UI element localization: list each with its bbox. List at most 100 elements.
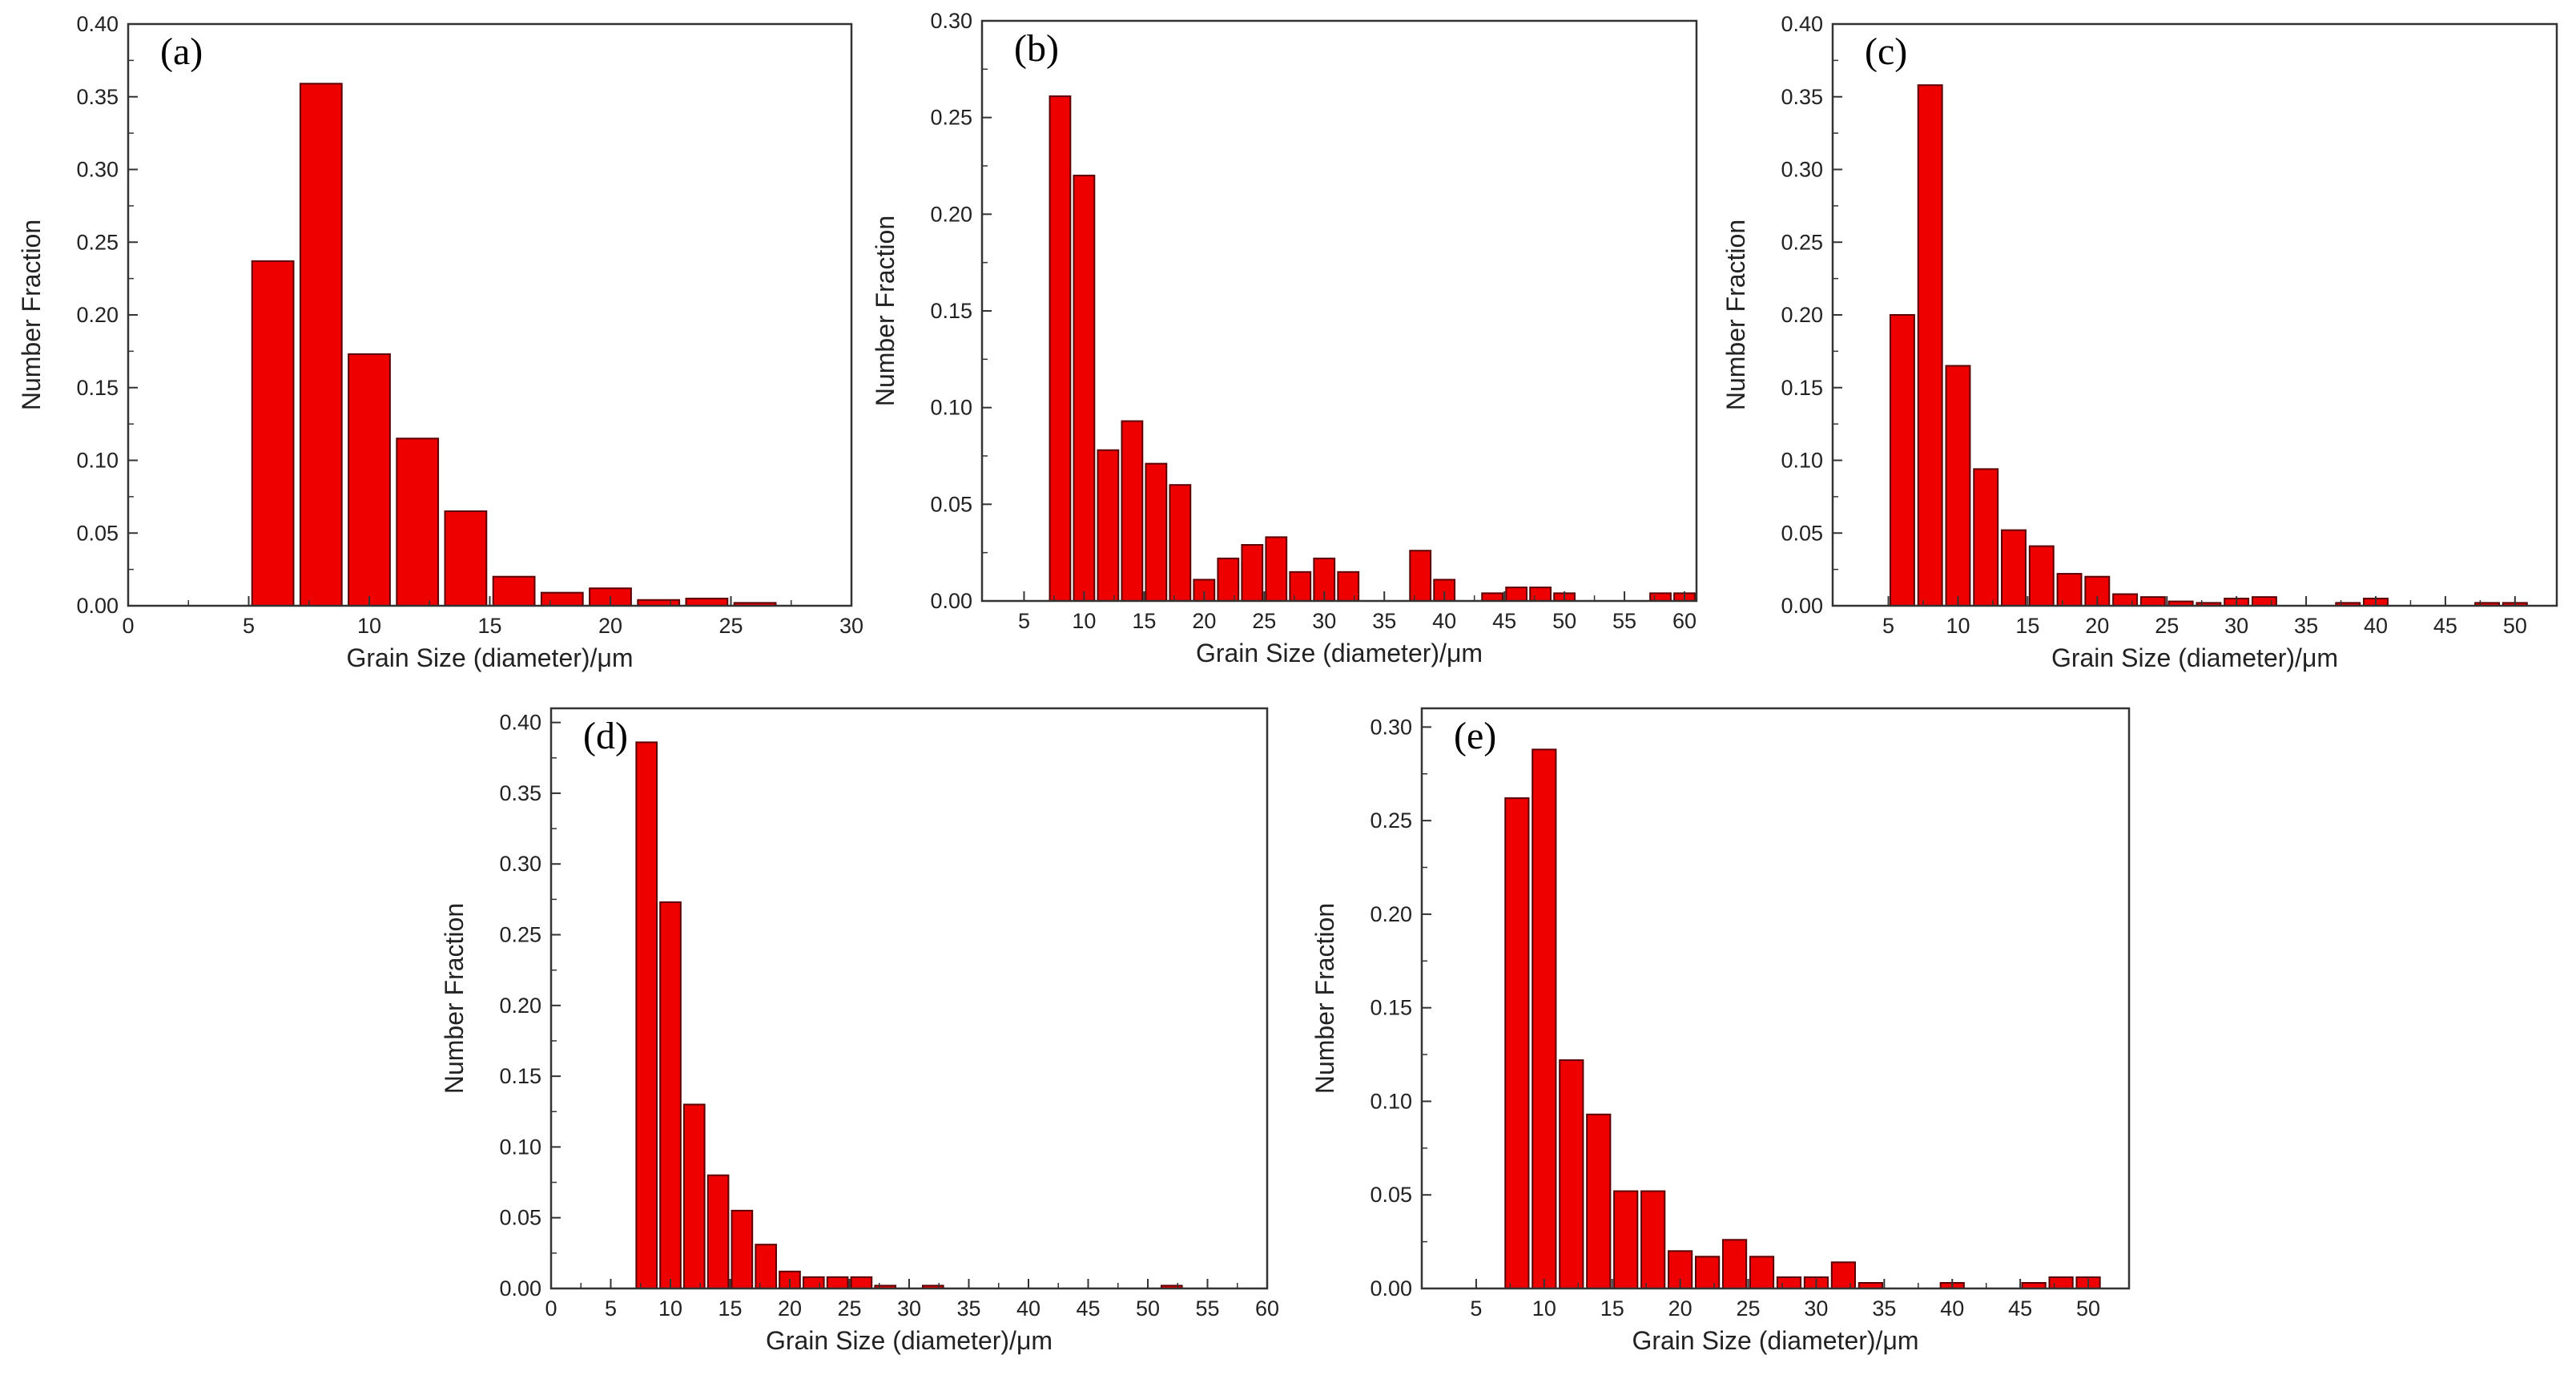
y-tick-label: 0.35 xyxy=(76,85,119,109)
panel-letter: (d) xyxy=(583,715,628,757)
x-tick-label: 15 xyxy=(1132,609,1156,633)
histogram-bar xyxy=(1776,1276,1802,1289)
x-axis-label: Grain Size (diameter)/μm xyxy=(346,643,633,672)
y-tick-label: 0.20 xyxy=(1781,303,1823,327)
y-axis-label: Number Fraction xyxy=(1310,903,1339,1094)
x-tick-label: 15 xyxy=(1600,1296,1624,1321)
y-tick-label: 0.20 xyxy=(499,994,541,1018)
histogram-bar xyxy=(1532,748,1557,1289)
chart-panel-e: 0.00 0.05 0.10 0.15 0.20 0.25 0.30 5 10 15 20 25 30 3… xyxy=(1310,707,2131,1355)
histogram-bar xyxy=(348,353,391,607)
y-tick-label: 0.30 xyxy=(930,9,972,33)
x-tick-label: 25 xyxy=(718,614,743,638)
histogram-bar xyxy=(1409,550,1432,603)
chart-panel-a: 0.00 0.05 0.10 0.15 0.20 0.25 0.30 0.35 0.40 0 5 10… xyxy=(17,12,863,672)
x-tick-label: 10 xyxy=(1532,1296,1556,1321)
y-tick-label: 0.40 xyxy=(76,12,119,36)
y-tick-label: 0.35 xyxy=(499,781,541,805)
x-tick-label: 15 xyxy=(718,1296,742,1321)
y-tick-label: 0.00 xyxy=(76,594,119,618)
histogram-bar xyxy=(2001,529,2027,607)
y-tick-label: 0.10 xyxy=(1370,1089,1412,1113)
histogram-bar xyxy=(1097,449,1120,603)
x-tick-label: 55 xyxy=(1195,1296,1219,1321)
y-tick-label: 0.00 xyxy=(1781,594,1823,618)
x-tick-label: 45 xyxy=(1076,1296,1100,1321)
histogram-bar xyxy=(1529,587,1552,603)
x-tick-label: 0 xyxy=(545,1296,557,1321)
x-tick-label: 50 xyxy=(1136,1296,1160,1321)
histogram-bar xyxy=(659,901,682,1290)
histogram-bar xyxy=(2056,573,2083,607)
histogram-bar xyxy=(1721,1239,1748,1290)
histogram-bar xyxy=(1749,1256,1775,1289)
x-tick-label: 55 xyxy=(1612,609,1636,633)
panel-letter: (e) xyxy=(1454,715,1496,757)
x-tick-label: 40 xyxy=(1016,1296,1040,1321)
histogram-bar xyxy=(826,1276,849,1289)
y-tick-label: 0.05 xyxy=(499,1206,541,1230)
y-tick-label: 0.15 xyxy=(1370,996,1412,1020)
histogram-bar xyxy=(802,1276,825,1289)
histogram-bar xyxy=(1640,1190,1666,1289)
histogram-bar xyxy=(2048,1276,2074,1289)
histogram-bar xyxy=(1241,544,1264,602)
x-tick-label: 5 xyxy=(1882,614,1894,638)
y-tick-label: 0.20 xyxy=(76,303,119,327)
x-tick-label: 30 xyxy=(839,614,863,638)
y-axis-label: Number Fraction xyxy=(440,903,469,1094)
histogram-bar xyxy=(444,510,488,607)
histogram-bar xyxy=(1830,1261,1857,1289)
y-tick-label: 0.40 xyxy=(499,711,541,735)
y-tick-label: 0.25 xyxy=(1781,230,1823,254)
x-tick-label: 40 xyxy=(1940,1296,1964,1321)
x-tick-label: 45 xyxy=(2433,614,2457,638)
histogram-bar xyxy=(682,1103,706,1289)
x-axis-label: Grain Size (diameter)/μm xyxy=(2051,643,2338,672)
histogram-bar xyxy=(850,1276,873,1289)
y-axis-label: Number Fraction xyxy=(871,216,900,406)
y-tick-label: 0.40 xyxy=(1781,12,1823,36)
y-tick-label: 0.00 xyxy=(499,1276,541,1300)
chart-panel-b: 0.00 0.05 0.10 0.15 0.20 0.25 0.30 5 10 15 20 25 30 3… xyxy=(871,9,1698,667)
x-tick-label: 60 xyxy=(1672,609,1697,633)
y-tick-label: 0.35 xyxy=(1781,85,1823,109)
histogram-bar xyxy=(540,591,584,607)
y-tick-label: 0.20 xyxy=(930,202,972,226)
y-axis-label: Number Fraction xyxy=(1721,220,1750,410)
histogram-bar xyxy=(731,1209,754,1289)
x-tick-label: 35 xyxy=(956,1296,980,1321)
x-tick-label: 45 xyxy=(2008,1296,2032,1321)
histogram-bar xyxy=(706,1174,730,1289)
x-tick-label: 15 xyxy=(2015,614,2039,638)
x-tick-label: 10 xyxy=(1946,614,1970,638)
y-tick-label: 0.10 xyxy=(76,449,119,473)
histogram-bar xyxy=(1945,365,1971,607)
panel-letter: (b) xyxy=(1014,27,1059,70)
histogram-bar xyxy=(1505,587,1528,603)
y-tick-label: 0.05 xyxy=(76,521,119,545)
x-tick-label: 5 xyxy=(243,614,255,638)
x-tick-label: 25 xyxy=(837,1296,861,1321)
histogram-bar xyxy=(1337,571,1360,602)
histogram-bar xyxy=(685,597,729,607)
histogram-bar xyxy=(1613,1190,1639,1289)
x-tick-label: 25 xyxy=(2155,614,2179,638)
y-tick-label: 0.15 xyxy=(930,299,972,323)
histogram-bar xyxy=(1217,557,1240,603)
x-tick-label: 20 xyxy=(1668,1296,1693,1321)
y-tick-label: 0.25 xyxy=(76,230,119,254)
histogram-bar xyxy=(1289,571,1312,602)
x-tick-label: 35 xyxy=(1372,609,1396,633)
histogram-bar xyxy=(2028,545,2055,607)
y-tick-label: 0.20 xyxy=(1370,902,1412,926)
x-tick-label: 60 xyxy=(1255,1296,1279,1321)
y-tick-label: 0.25 xyxy=(930,106,972,130)
chart-panel-d: 0.00 0.05 0.10 0.15 0.20 0.25 0.30 0.35 0.40 0 5 10… xyxy=(440,707,1279,1355)
histogram-bar xyxy=(251,260,295,607)
y-tick-label: 0.30 xyxy=(1781,158,1823,182)
x-tick-label: 10 xyxy=(1072,609,1096,633)
y-tick-label: 0.05 xyxy=(1370,1183,1412,1207)
y-axis-label: Number Fraction xyxy=(17,220,46,410)
